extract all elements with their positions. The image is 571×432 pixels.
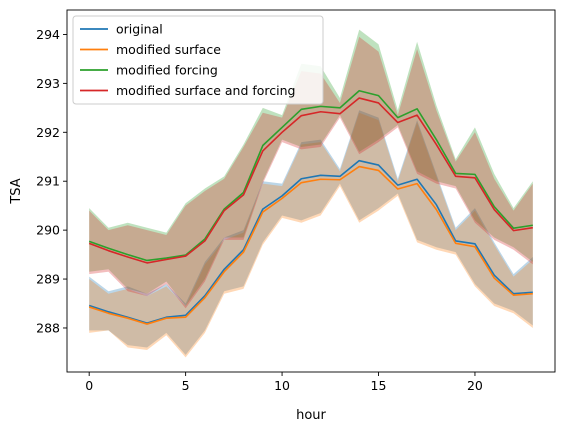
line-series-3 xyxy=(88,89,533,262)
legend-label-3: modified forcing xyxy=(116,63,218,78)
legend-label-1: original xyxy=(116,22,163,37)
band-series-1 xyxy=(89,110,533,355)
legend-label-2: modified surface xyxy=(116,42,221,57)
y-tick-label: 289 xyxy=(36,272,60,287)
band-series-4 xyxy=(89,36,533,309)
x-tick-label: 20 xyxy=(467,378,483,393)
x-axis-label: hour xyxy=(296,408,326,423)
y-tick-label: 292 xyxy=(36,125,60,140)
legend-label-4: modified surface and forcing xyxy=(116,83,295,98)
y-tick-label: 288 xyxy=(36,320,60,335)
y-axis-label: TSA xyxy=(9,178,24,204)
x-tick-label: 10 xyxy=(274,378,290,393)
x-tick-label: 15 xyxy=(371,378,387,393)
y-axis-ticks: 288 289 290 291 292 293 294 xyxy=(36,27,67,335)
x-tick-label: 0 xyxy=(85,378,93,393)
x-tick-label: 5 xyxy=(182,378,190,393)
y-tick-label: 294 xyxy=(36,27,60,42)
confidence-bands xyxy=(89,29,533,358)
band-series-2 xyxy=(89,112,533,358)
series-lines xyxy=(88,89,533,325)
y-tick-label: 290 xyxy=(36,223,60,238)
y-tick-label: 291 xyxy=(36,174,60,189)
legend-box xyxy=(72,15,324,105)
y-tick-label: 293 xyxy=(36,76,60,91)
plot-frame xyxy=(66,9,556,373)
band-series-3 xyxy=(89,29,533,306)
legend: original modified surface modified forcing… xyxy=(72,15,324,105)
x-axis-ticks: 0 5 10 15 20 xyxy=(85,372,483,393)
line-series-1 xyxy=(88,159,533,324)
line-series-4 xyxy=(88,97,533,264)
line-series-2 xyxy=(88,165,533,325)
